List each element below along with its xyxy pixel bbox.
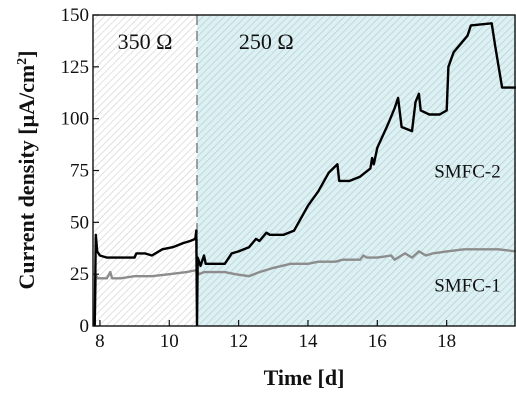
x-axis-title: Time [d] [264, 365, 345, 390]
y-tick-label: 0 [80, 316, 90, 337]
y-axis-title: Current density [μA/cm2] [14, 50, 39, 289]
region-label-350-ohm: 350 Ω [118, 29, 173, 54]
y-tick-label: 75 [70, 161, 89, 182]
y-tick-label: 100 [61, 109, 90, 130]
series-line-smfc-2 [93, 22, 516, 326]
y-tick-label: 125 [61, 57, 90, 78]
y-axis-ticks: 0 25 50 75 100 125 150 [61, 5, 99, 337]
region-250-ohm-background [197, 15, 516, 326]
region-label-250-ohm: 250 Ω [239, 29, 294, 54]
series-label-smfc-2: SMFC-2 [434, 162, 501, 183]
series-label-smfc-1: SMFC-1 [434, 276, 501, 297]
y-tick-label: 50 [70, 212, 89, 233]
x-tick-label: 12 [229, 331, 248, 352]
x-tick-label: 10 [160, 331, 179, 352]
x-axis-ticks: 8 10 12 14 16 18 [95, 320, 456, 352]
y-tick-label: 150 [61, 5, 90, 26]
region-350-ohm-background [93, 15, 198, 326]
x-tick-label: 16 [368, 331, 387, 352]
x-tick-label: 14 [298, 331, 318, 352]
series-line-smfc-1 [93, 248, 516, 326]
x-tick-label: 8 [95, 331, 105, 352]
x-tick-label: 18 [437, 331, 456, 352]
plot-frame [92, 14, 516, 327]
y-tick-label: 25 [70, 264, 89, 285]
